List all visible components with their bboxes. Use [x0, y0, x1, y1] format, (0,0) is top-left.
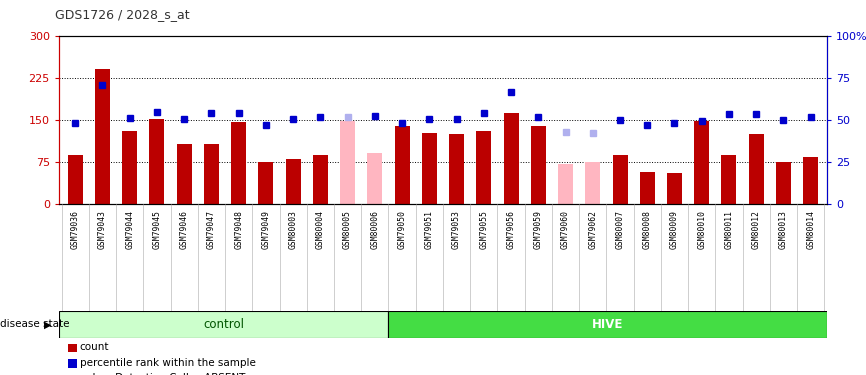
Text: GSM79062: GSM79062	[588, 210, 598, 249]
Bar	[395, 126, 410, 204]
Bar	[695, 121, 709, 204]
Bar	[531, 126, 546, 204]
Text: value, Detection Call = ABSENT: value, Detection Call = ABSENT	[80, 374, 245, 375]
Bar	[286, 159, 301, 204]
Bar	[122, 131, 137, 204]
Bar	[68, 155, 83, 204]
Bar	[803, 157, 818, 204]
Text: GSM80013: GSM80013	[779, 210, 788, 249]
Text: control: control	[203, 318, 244, 331]
Bar	[667, 174, 682, 204]
Bar	[476, 131, 491, 204]
Text: count: count	[80, 342, 109, 352]
Text: GSM79060: GSM79060	[561, 210, 570, 249]
Text: GSM79059: GSM79059	[533, 210, 543, 249]
Text: GDS1726 / 2028_s_at: GDS1726 / 2028_s_at	[55, 8, 189, 21]
Text: GSM80004: GSM80004	[316, 210, 325, 249]
Bar	[640, 172, 655, 204]
Text: GSM79049: GSM79049	[262, 210, 270, 249]
Text: GSM80006: GSM80006	[371, 210, 379, 249]
Bar	[258, 162, 274, 204]
Bar	[95, 69, 110, 204]
Text: GSM79045: GSM79045	[152, 210, 161, 249]
Bar	[313, 155, 328, 204]
Bar	[585, 162, 600, 204]
Bar	[231, 122, 246, 204]
Bar	[721, 155, 736, 204]
Text: GSM79050: GSM79050	[397, 210, 407, 249]
Bar	[177, 144, 191, 204]
Text: GSM80007: GSM80007	[616, 210, 624, 249]
Text: GSM80010: GSM80010	[697, 210, 707, 249]
Text: ▶: ▶	[44, 320, 52, 329]
Bar	[558, 164, 573, 204]
Bar	[204, 144, 219, 204]
Text: GSM79036: GSM79036	[71, 210, 80, 249]
Text: GSM79053: GSM79053	[452, 210, 461, 249]
Text: GSM79044: GSM79044	[126, 210, 134, 249]
Bar	[449, 134, 464, 204]
Text: percentile rank within the sample: percentile rank within the sample	[80, 358, 255, 368]
Bar	[367, 153, 383, 204]
Bar	[59, 311, 388, 338]
Text: GSM80012: GSM80012	[752, 210, 760, 249]
Text: GSM80009: GSM80009	[670, 210, 679, 249]
Text: GSM79046: GSM79046	[179, 210, 189, 249]
Text: GSM80005: GSM80005	[343, 210, 352, 249]
Text: GSM79051: GSM79051	[425, 210, 434, 249]
Text: GSM80003: GSM80003	[288, 210, 298, 249]
Text: GSM79056: GSM79056	[507, 210, 515, 249]
Text: disease state: disease state	[0, 320, 69, 329]
Text: GSM79048: GSM79048	[234, 210, 243, 249]
Text: GSM80011: GSM80011	[725, 210, 734, 249]
Bar	[776, 162, 791, 204]
Bar	[388, 311, 827, 338]
Bar	[150, 119, 165, 204]
Text: GSM80008: GSM80008	[643, 210, 652, 249]
Bar	[422, 133, 436, 204]
Bar	[340, 121, 355, 204]
Text: GSM79043: GSM79043	[98, 210, 107, 249]
Bar	[749, 134, 764, 204]
Text: GSM80014: GSM80014	[806, 210, 815, 249]
Bar	[503, 112, 519, 204]
Bar	[612, 155, 628, 204]
Text: GSM79055: GSM79055	[479, 210, 488, 249]
Text: GSM79047: GSM79047	[207, 210, 216, 249]
Text: HIVE: HIVE	[591, 318, 624, 331]
